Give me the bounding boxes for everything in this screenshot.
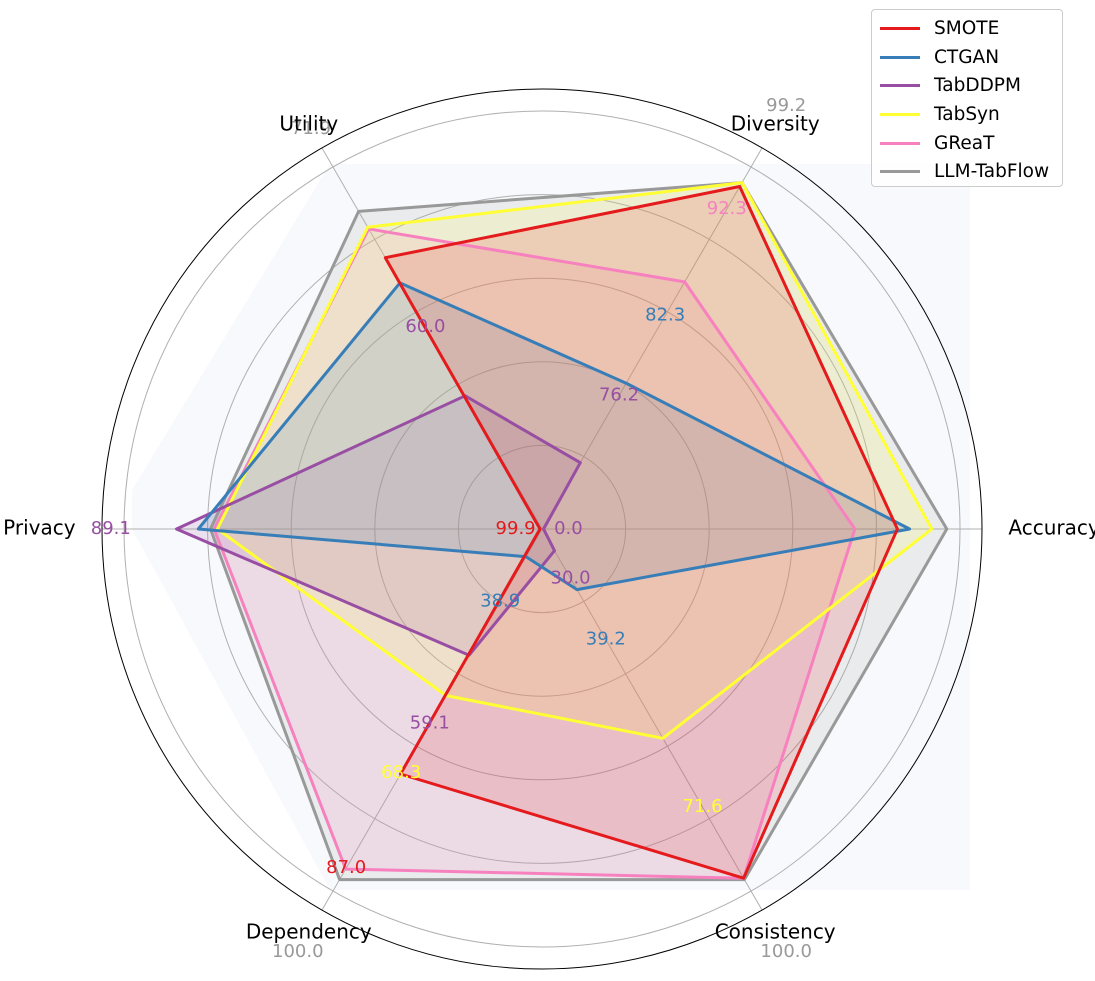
value-label-4: 76.2 xyxy=(599,385,639,406)
series-area-great xyxy=(214,228,855,879)
legend: SMOTE CTGAN TabDDPM TabSyn GReaT LLM-TabFlow xyxy=(871,9,1063,187)
legend-label-ctgan: CTGAN xyxy=(934,46,1000,68)
value-label-17: 100.0 xyxy=(272,941,324,962)
legend-item-smote: SMOTE xyxy=(872,14,1062,43)
legend-label-tabsyn: TabSyn xyxy=(934,103,1000,125)
grid-spoke-6 xyxy=(541,528,763,911)
legend-swatch-great xyxy=(880,141,920,145)
value-label-10: 30.0 xyxy=(551,568,591,589)
axis-label-utility: Utility xyxy=(279,112,338,136)
legend-label-tabddpm: TabDDPM xyxy=(934,75,1021,97)
legend-item-great: GReaT xyxy=(872,129,1062,158)
value-label-15: 87.0 xyxy=(326,857,366,878)
legend-label-smote: SMOTE xyxy=(934,17,1000,39)
value-label-3: 82.3 xyxy=(645,305,685,326)
series-area-tabddpm xyxy=(176,395,581,656)
legend-swatch-smote xyxy=(880,26,920,30)
legend-label-great: GReaT xyxy=(934,132,995,154)
legend-swatch-llm-tabflow xyxy=(880,170,920,174)
series-area-smote xyxy=(385,186,898,879)
legend-item-ctgan: CTGAN xyxy=(872,43,1062,72)
value-label-14: 68.3 xyxy=(381,762,421,783)
value-label-1: 99.2 xyxy=(766,95,806,116)
value-label-7: 89.1 xyxy=(91,518,131,539)
axis-label-accuracy: Accuracy xyxy=(1008,516,1095,540)
legend-swatch-tabsyn xyxy=(880,112,920,116)
value-label-6: 60.0 xyxy=(405,316,445,337)
value-label-8: 99.9 xyxy=(496,518,536,539)
legend-swatch-tabddpm xyxy=(880,84,920,88)
legend-swatch-ctgan xyxy=(880,55,920,59)
axis-label-privacy: Privacy xyxy=(3,516,76,540)
value-label-2: 92.3 xyxy=(707,198,747,219)
series-area-llm-tabflow xyxy=(210,182,947,880)
axis-label-dependency: Dependency xyxy=(246,919,372,943)
value-label-18: 100.0 xyxy=(760,941,812,962)
axis-label-diversity: Diversity xyxy=(731,112,820,136)
series-area-ctgan xyxy=(198,282,910,590)
value-label-16: 71.6 xyxy=(683,796,723,817)
value-label-11: 38.9 xyxy=(480,590,520,611)
value-label-13: 59.1 xyxy=(410,712,450,733)
legend-item-tabddpm: TabDDPM xyxy=(872,71,1062,100)
background-region xyxy=(132,164,970,890)
outer-frame xyxy=(101,88,983,970)
legend-label-llm-tabflow: LLM-TabFlow xyxy=(934,161,1050,183)
legend-item-llm-tabflow: LLM-TabFlow xyxy=(872,157,1062,186)
legend-item-tabsyn: TabSyn xyxy=(872,100,1062,129)
axis-label-consistency: Consistency xyxy=(715,919,836,943)
value-label-12: 39.2 xyxy=(586,629,626,650)
value-label-5: 71.9 xyxy=(291,118,331,139)
value-label-9: 0.0 xyxy=(554,518,583,539)
